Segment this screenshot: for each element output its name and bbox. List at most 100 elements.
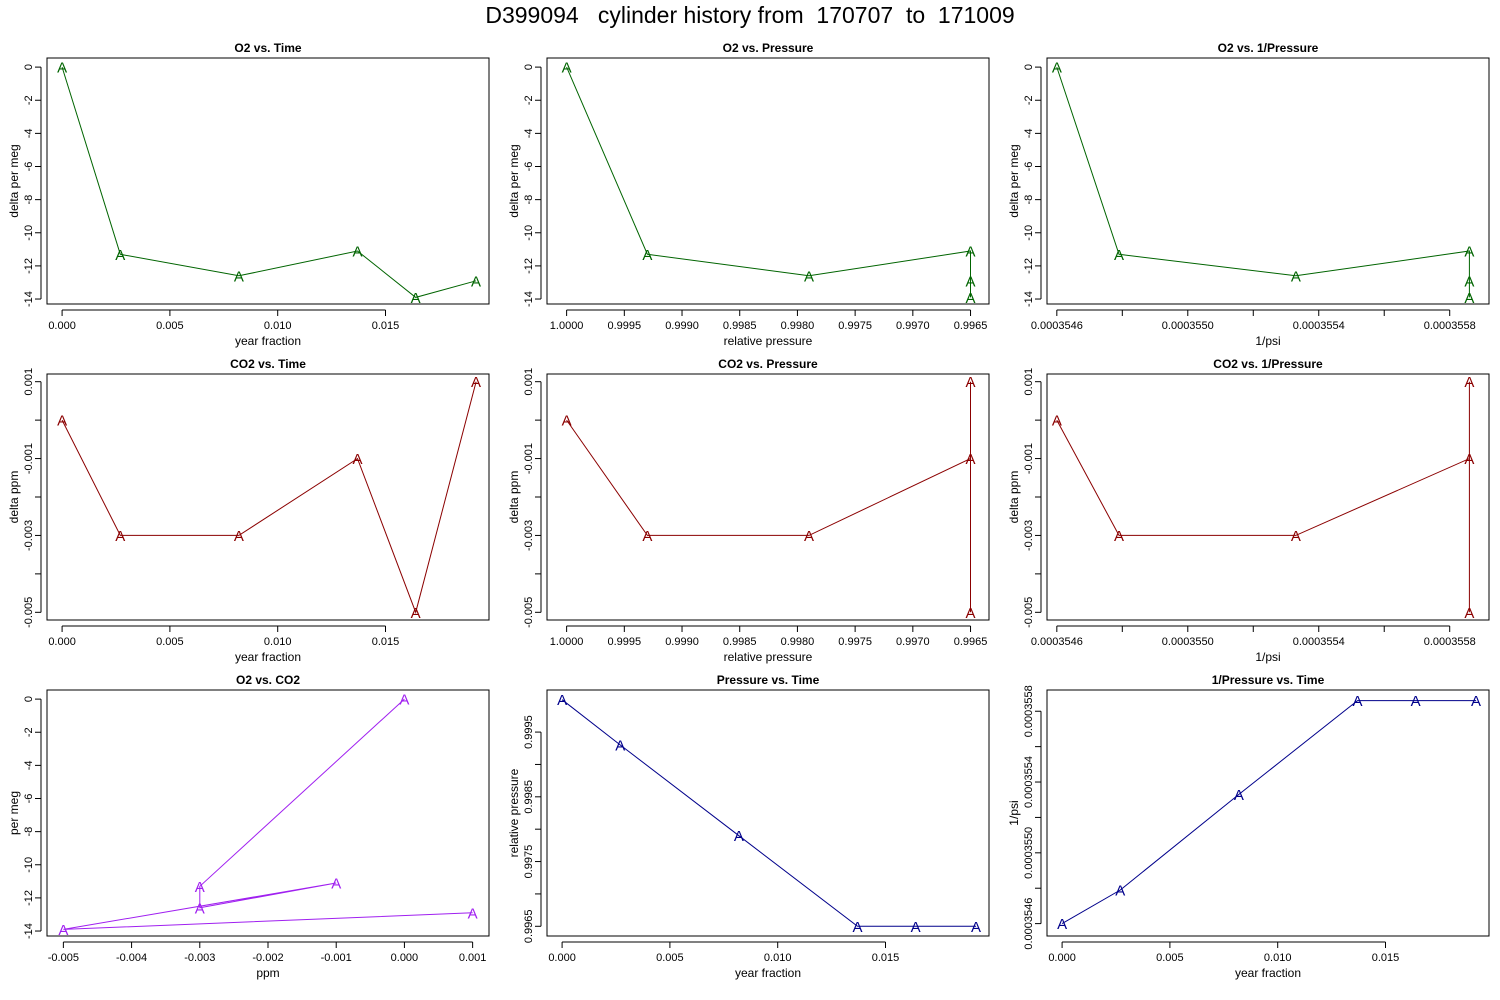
- data-point: A: [966, 273, 976, 290]
- series-line: [1056, 66, 1470, 298]
- data-point: A: [352, 243, 362, 260]
- chart-panel-2: O2 vs. Pressure 1.0000 0.9995 0.9990 0.9985 0…: [507, 41, 990, 348]
- plot-frame: [46, 689, 490, 937]
- plot-frame: [1046, 373, 1490, 621]
- x-axis-label: year fraction: [235, 334, 301, 348]
- chart-title: CO2 vs. 1/Pressure: [1213, 357, 1323, 371]
- x-tick-label: 0.015: [372, 636, 400, 648]
- series-line: [61, 66, 477, 298]
- x-tick-label: 0.015: [1372, 952, 1400, 964]
- y-tick-label: -0.001: [23, 443, 35, 474]
- data-point: A: [1352, 693, 1362, 710]
- x-tick-label: -0.005: [48, 952, 79, 964]
- data-point: A: [195, 879, 205, 896]
- y-tick-label: 0.9995: [523, 715, 535, 749]
- data-point: A: [557, 692, 567, 709]
- x-tick-label: 0.9980: [781, 636, 815, 648]
- x-tick-label: 0.005: [1156, 952, 1184, 964]
- data-point: A: [1114, 528, 1124, 545]
- data-point: A: [1471, 693, 1481, 710]
- y-tick-label: -2: [523, 95, 535, 105]
- data-point: A: [352, 451, 362, 468]
- x-tick-label: 0.9985: [723, 320, 757, 332]
- series-line: [561, 699, 977, 927]
- plot-frame: [46, 373, 490, 621]
- data-point: A: [1234, 787, 1244, 804]
- data-point: A: [411, 290, 421, 307]
- y-tick-label: -0.005: [523, 597, 535, 628]
- y-tick-label: -12: [23, 890, 35, 906]
- y-tick-label: 0.9975: [523, 845, 535, 879]
- x-tick-label: 0.010: [264, 636, 292, 648]
- data-point: A: [1291, 268, 1301, 285]
- data-point: A: [642, 528, 652, 545]
- y-tick-label: -0.003: [523, 520, 535, 551]
- x-tick-label: 0.005: [156, 320, 184, 332]
- y-tick-label: -10: [23, 857, 35, 873]
- figure-title: D399094 cylinder history from 170707 to …: [485, 2, 1015, 28]
- y-tick-label: -0.005: [23, 597, 35, 628]
- x-tick-label: 0.000: [1048, 952, 1076, 964]
- y-tick-label: -12: [23, 258, 35, 274]
- data-point: A: [966, 374, 976, 391]
- plot-frame: [46, 57, 490, 305]
- y-tick-label: -10: [523, 225, 535, 241]
- y-tick-label: -2: [23, 95, 35, 105]
- x-tick-label: 0.005: [656, 952, 684, 964]
- chart-title: 1/Pressure vs. Time: [1212, 673, 1325, 687]
- chart-panel-9: 1/Pressure vs. Time 0.000 0.005 0.010 0.015 y…: [1007, 673, 1490, 980]
- data-point: A: [115, 247, 125, 264]
- x-tick-label: 0.9965: [954, 320, 988, 332]
- y-tick-label: 0: [1023, 64, 1035, 70]
- data-point: A: [1464, 273, 1474, 290]
- x-tick-label: 0.9990: [665, 636, 699, 648]
- y-tick-label: -0.001: [523, 443, 535, 474]
- y-tick-label: -6: [23, 162, 35, 172]
- data-point: A: [966, 243, 976, 260]
- y-axis-label: delta ppm: [7, 471, 21, 524]
- x-tick-label: 0.9970: [896, 636, 930, 648]
- y-tick-label: 0: [23, 64, 35, 70]
- x-tick-label: 0.010: [764, 952, 792, 964]
- y-tick-label: -6: [523, 162, 535, 172]
- data-point: A: [966, 605, 976, 622]
- plot-frame: [546, 689, 990, 937]
- x-tick-label: 0.9975: [838, 636, 872, 648]
- y-tick-label: -4: [23, 760, 35, 770]
- y-tick-label: 0.001: [23, 368, 35, 396]
- y-tick-label: -2: [1023, 95, 1035, 105]
- x-tick-label: 0.9965: [954, 636, 988, 648]
- x-axis-label: 1/psi: [1255, 334, 1280, 348]
- data-point: A: [804, 268, 814, 285]
- y-tick-label: -0.003: [1023, 520, 1035, 551]
- y-tick-label: 0.0003546: [1023, 898, 1035, 950]
- data-point: A: [911, 919, 921, 936]
- series-line: [566, 381, 971, 613]
- x-tick-label: 0.9990: [665, 320, 699, 332]
- x-tick-label: 0.001: [459, 952, 487, 964]
- chart-panel-3: O2 vs. 1/Pressure 0.0003546 0.0003550 0.000…: [1007, 41, 1490, 348]
- x-tick-label: 0.005: [156, 636, 184, 648]
- x-axis-label: 1/psi: [1255, 650, 1280, 664]
- x-tick-label: 0.000: [48, 636, 76, 648]
- x-tick-label: 0.9975: [838, 320, 872, 332]
- plot-frame: [546, 373, 990, 621]
- y-tick-label: -2: [23, 727, 35, 737]
- y-axis-label: delta per meg: [1007, 144, 1021, 217]
- y-axis-label: delta per meg: [7, 144, 21, 217]
- data-point: A: [58, 922, 68, 939]
- data-point: A: [734, 828, 744, 845]
- x-tick-label: -0.004: [116, 952, 147, 964]
- x-axis-label: year fraction: [235, 650, 301, 664]
- x-tick-label: 1.0000: [550, 636, 584, 648]
- x-tick-label: 0.0003546: [1031, 636, 1083, 648]
- x-tick-label: 0.010: [264, 320, 292, 332]
- y-tick-label: 0: [23, 696, 35, 702]
- x-tick-label: 0.9985: [723, 636, 757, 648]
- y-axis-label: delta ppm: [1007, 471, 1021, 524]
- chart-title: CO2 vs. Time: [230, 357, 306, 371]
- data-point: A: [1057, 916, 1067, 933]
- y-tick-label: 0: [523, 64, 535, 70]
- data-point: A: [471, 273, 481, 290]
